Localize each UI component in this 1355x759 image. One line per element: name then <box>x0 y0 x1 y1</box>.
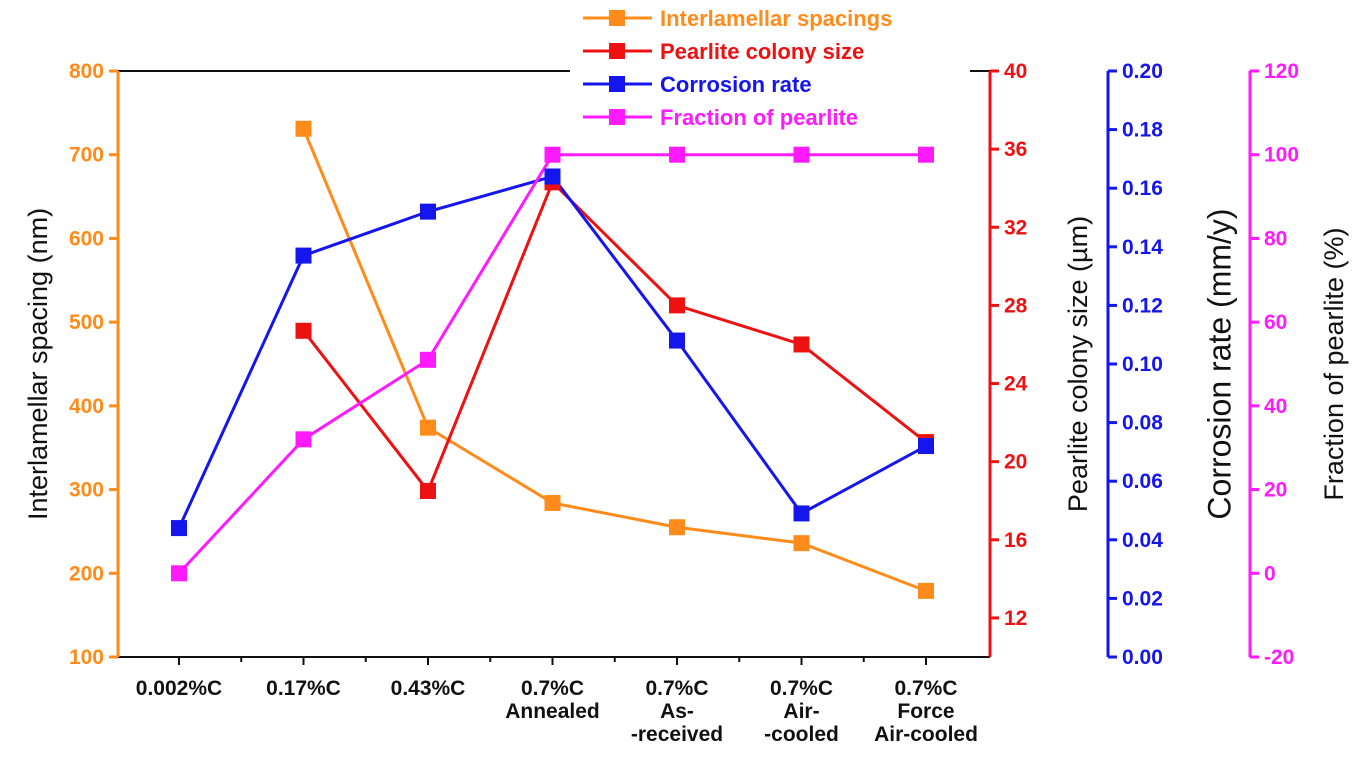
right2-tick-label: 0.06 <box>1122 470 1163 493</box>
right1-tick-label: 36 <box>1004 138 1027 161</box>
data-point-corrosion-rate <box>295 247 312 264</box>
data-point-corrosion-rate <box>669 332 685 349</box>
right1-tick-label: 20 <box>1004 451 1027 474</box>
data-point-fraction-of-pearlite <box>420 351 436 368</box>
x-tick-label: 0.7%C <box>770 677 833 700</box>
right1-tick-label: 16 <box>1004 529 1027 552</box>
right2-tick-label: 0.04 <box>1122 529 1163 552</box>
right1-tick-label: 32 <box>1004 216 1027 239</box>
right2-tick-label: 0.14 <box>1122 236 1163 259</box>
legend-marker <box>609 109 625 125</box>
data-point-pearlite-colony-size <box>793 336 810 353</box>
series-line-pearlite-colony-size <box>302 179 927 494</box>
right2-tick-label: 0.00 <box>1122 646 1163 669</box>
x-tick-label: -received <box>631 723 723 746</box>
legend-label: Interlamellar spacings <box>660 6 892 31</box>
data-point-interlamellar-spacings <box>295 120 312 137</box>
x-tick-label: Air- <box>783 700 819 723</box>
right3-tick-label: -20 <box>1264 646 1294 669</box>
right3-tick-label: 0 <box>1264 562 1276 585</box>
legend-background <box>570 0 970 134</box>
x-tick-label: Annealed <box>505 700 600 723</box>
data-point-corrosion-rate <box>918 438 934 455</box>
left-tick-label: 800 <box>69 60 104 83</box>
left-tick-label: 600 <box>69 227 104 250</box>
x-tick-label: 0.7%C <box>521 677 584 700</box>
left-tick-label: 400 <box>69 395 104 418</box>
right2-tick-label: 0.12 <box>1122 294 1163 317</box>
data-point-interlamellar-spacings <box>420 419 436 436</box>
right2-tick-label: 0.02 <box>1122 587 1163 610</box>
legend-label: Fraction of pearlite <box>660 105 858 130</box>
series-line-corrosion-rate <box>177 174 927 529</box>
right1-tick-label: 12 <box>1004 607 1027 630</box>
x-tick-label: -cooled <box>764 723 839 746</box>
data-point-fraction-of-pearlite <box>295 431 312 448</box>
right3-tick-label: 120 <box>1264 60 1299 83</box>
right2-axis-title: Corrosion rate (mm/y) <box>1201 208 1237 519</box>
left-tick-label: 500 <box>69 311 104 334</box>
legend-marker <box>609 76 625 92</box>
right1-tick-label: 40 <box>1004 60 1027 83</box>
right2-tick-label: 0.08 <box>1122 412 1163 435</box>
right3-tick-label: 60 <box>1264 311 1287 334</box>
right2-tick-label: 0.10 <box>1122 353 1163 376</box>
x-tick-label: 0.7%C <box>645 677 708 700</box>
right2-tick-label: 0.16 <box>1122 177 1163 200</box>
legend-marker <box>609 10 625 26</box>
series-line-interlamellar-spacings <box>302 128 927 593</box>
data-point-fraction-of-pearlite <box>918 146 934 163</box>
right2-tick-label: 0.20 <box>1122 60 1163 83</box>
left-axis-title: Interlamellar spacing (nm) <box>23 208 53 520</box>
data-point-corrosion-rate <box>171 520 187 537</box>
data-point-corrosion-rate <box>544 168 561 185</box>
data-point-pearlite-colony-size <box>669 297 685 314</box>
data-point-interlamellar-spacings <box>918 582 934 599</box>
x-tick-label: 0.17%C <box>266 677 341 700</box>
x-tick-label: 0.002%C <box>136 677 222 700</box>
data-point-corrosion-rate <box>420 203 436 220</box>
right3-tick-label: 40 <box>1264 395 1287 418</box>
right3-tick-label: 100 <box>1264 144 1299 167</box>
data-point-fraction-of-pearlite <box>171 565 187 582</box>
legend: Interlamellar spacings Pearlite colony si… <box>583 6 892 130</box>
left-tick-label: 100 <box>69 646 104 669</box>
right2-tick-label: 0.18 <box>1122 119 1163 142</box>
right1-axis-title: Pearlite colony size (µm) <box>1063 216 1093 512</box>
x-tick-label: Force <box>897 700 954 723</box>
left-tick-label: 300 <box>69 479 104 502</box>
right3-axis-title: Fraction of pearlite (%) <box>1319 227 1349 500</box>
left-tick-label: 200 <box>69 562 104 585</box>
right1-tick-label: 28 <box>1004 294 1028 317</box>
legend-label: Corrosion rate <box>660 72 812 97</box>
legend-label: Pearlite colony size <box>660 39 864 64</box>
x-tick-label: 0.7%C <box>894 677 957 700</box>
right1-tick-label: 24 <box>1004 373 1028 396</box>
series-layer <box>171 120 934 599</box>
legend-marker <box>609 43 625 59</box>
right3-tick-label: 20 <box>1264 479 1287 502</box>
data-point-interlamellar-spacings <box>793 535 810 552</box>
data-point-pearlite-colony-size <box>420 482 436 499</box>
data-point-interlamellar-spacings <box>669 519 685 536</box>
data-point-fraction-of-pearlite <box>669 146 685 163</box>
right3-tick-label: 80 <box>1264 227 1287 250</box>
x-tick-label: As- <box>660 700 694 723</box>
data-point-interlamellar-spacings <box>544 494 561 511</box>
data-point-corrosion-rate <box>793 505 810 522</box>
x-tick-label: Air-cooled <box>874 723 978 746</box>
left-tick-label: 700 <box>69 144 104 167</box>
data-point-fraction-of-pearlite <box>544 146 561 163</box>
x-tick-label: 0.43%C <box>391 677 466 700</box>
data-point-fraction-of-pearlite <box>793 146 810 163</box>
data-point-pearlite-colony-size <box>295 322 312 339</box>
